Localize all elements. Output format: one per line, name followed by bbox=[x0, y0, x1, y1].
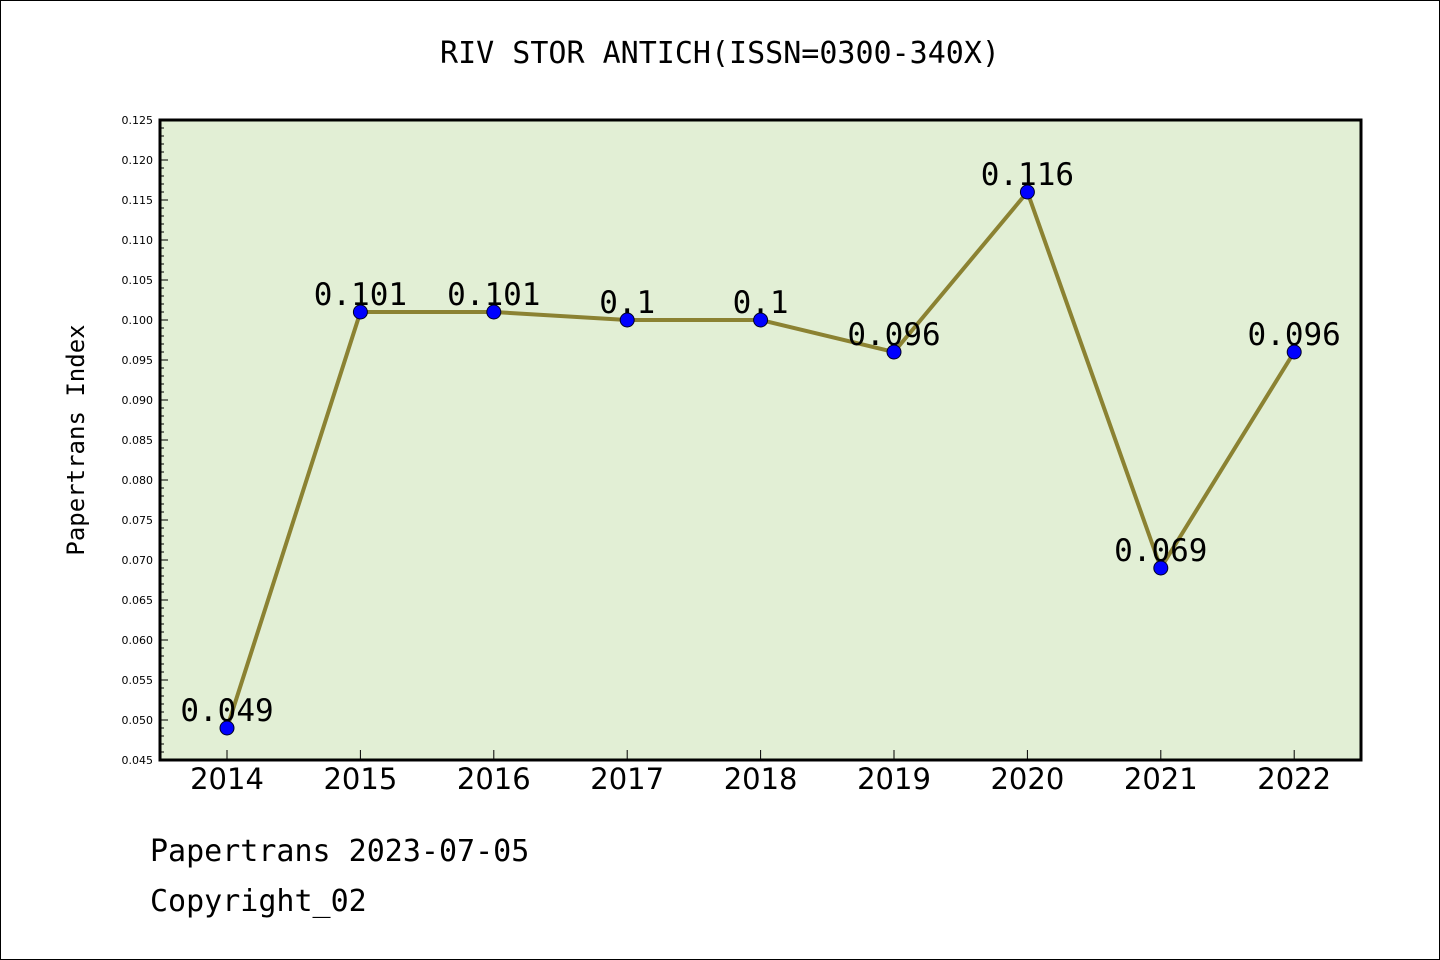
data-label: 0.101 bbox=[314, 277, 407, 313]
data-point bbox=[1153, 560, 1169, 576]
y-tick-label: 0.120 bbox=[122, 154, 154, 167]
y-tick-label: 0.060 bbox=[122, 634, 154, 647]
data-label: 0.096 bbox=[847, 317, 940, 353]
x-tick-label: 2020 bbox=[990, 762, 1064, 796]
y-tick-label: 0.100 bbox=[122, 314, 154, 327]
chart-title: RIV STOR ANTICH(ISSN=0300-340X) bbox=[440, 36, 1000, 71]
y-axis: 0.045 0.050 0.055 0.060 0.065 0.070 0.075 0.080… bbox=[122, 114, 168, 767]
footer-source-date: Papertrans 2023-07-05 bbox=[150, 834, 530, 869]
y-tick-label: 0.050 bbox=[122, 714, 154, 727]
data-point bbox=[886, 344, 902, 360]
x-tick-label: 2021 bbox=[1124, 762, 1198, 796]
y-tick-label: 0.080 bbox=[122, 474, 154, 487]
x-tick-label: 2019 bbox=[857, 762, 931, 796]
y-tick-label: 0.065 bbox=[122, 594, 154, 607]
data-label: 0.049 bbox=[180, 693, 273, 729]
data-point bbox=[486, 304, 502, 320]
y-tick-label: 0.110 bbox=[122, 234, 154, 247]
data-point bbox=[352, 304, 368, 320]
data-markers bbox=[219, 184, 1302, 736]
x-tick-label: 2014 bbox=[190, 762, 264, 796]
data-point bbox=[219, 720, 235, 736]
footer-copyright: Copyright_02 bbox=[150, 884, 367, 919]
plot-border bbox=[158, 118, 1363, 762]
y-tick-label: 0.105 bbox=[122, 274, 154, 287]
x-tick-label: 2018 bbox=[724, 762, 798, 796]
y-tick-label: 0.045 bbox=[122, 754, 154, 767]
data-labels: 0.049 0.101 0.101 0.1 0.1 0.096 0.116 0.069 0.09… bbox=[180, 157, 1341, 729]
y-tick-label: 0.090 bbox=[122, 394, 154, 407]
data-label: 0.096 bbox=[1248, 317, 1341, 353]
data-label: 0.1 bbox=[733, 285, 789, 321]
data-label: 0.1 bbox=[599, 285, 655, 321]
plot-area bbox=[160, 120, 1361, 760]
y-tick-label: 0.125 bbox=[122, 114, 154, 127]
data-point bbox=[753, 312, 769, 328]
y-tick-label: 0.115 bbox=[122, 194, 154, 207]
y-tick-label: 0.075 bbox=[122, 514, 154, 527]
data-label: 0.069 bbox=[1114, 533, 1207, 569]
data-point bbox=[1286, 344, 1302, 360]
y-tick-label: 0.095 bbox=[122, 354, 154, 367]
y-tick-label: 0.070 bbox=[122, 554, 154, 567]
data-point bbox=[619, 312, 635, 328]
data-point bbox=[1019, 184, 1035, 200]
y-tick-label: 0.085 bbox=[122, 434, 154, 447]
x-tick-label: 2022 bbox=[1257, 762, 1331, 796]
x-tick-label: 2017 bbox=[590, 762, 664, 796]
y-tick-label: 0.055 bbox=[122, 674, 154, 687]
data-label: 0.116 bbox=[981, 157, 1074, 193]
data-label: 0.101 bbox=[447, 277, 540, 313]
x-tick-label: 2015 bbox=[323, 762, 397, 796]
x-tick-label: 2016 bbox=[457, 762, 531, 796]
x-axis: 2014 2015 2016 2017 2018 2019 2020 2021 2022 bbox=[190, 750, 1331, 796]
y-axis-label: Papertrans Index bbox=[62, 324, 90, 555]
